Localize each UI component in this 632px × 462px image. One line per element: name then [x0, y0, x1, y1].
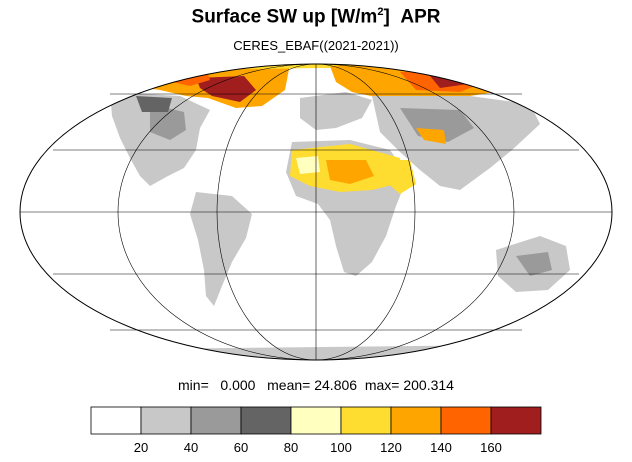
title-text: Surface SW up [W/m — [191, 6, 378, 28]
title-month: APR — [400, 6, 441, 28]
greenland-ice-core — [196, 76, 256, 102]
max-label: max= — [364, 377, 400, 393]
colorbar-box — [140, 406, 192, 435]
colorbar-tick-label: 160 — [480, 440, 502, 455]
north-america — [110, 92, 210, 186]
colorbar-tick-label: 40 — [184, 440, 198, 455]
globe-outline — [19, 63, 613, 361]
map-title: Surface SW up [W/m2] APR — [0, 6, 632, 28]
colorbar-tick-label: 60 — [234, 440, 248, 455]
colorbar-tick-label: 140 — [430, 440, 452, 455]
colorbar-boxes — [90, 406, 542, 435]
map-subtitle: CERES_EBAF((2021-2021)) — [233, 38, 399, 53]
europe — [300, 92, 372, 130]
south-america — [190, 192, 252, 306]
colorbar-box — [190, 406, 242, 435]
min-label: min= — [178, 377, 209, 393]
title-superscript: 2 — [377, 6, 384, 18]
colorbar-box — [340, 406, 392, 435]
colorbar-box — [240, 406, 292, 435]
himalaya — [416, 128, 446, 144]
colorbar-labels: 20 40 60 80 100 120 140 160 — [134, 440, 502, 455]
australia-dark — [516, 252, 552, 276]
arabia — [384, 160, 416, 194]
sahara-light — [296, 156, 320, 174]
colorbar-box — [290, 406, 342, 435]
colorbar-box — [390, 406, 442, 435]
title-bracket: ] — [383, 6, 390, 28]
canada-dark — [136, 96, 172, 112]
colorbar-tick-label: 20 — [134, 440, 148, 455]
min-value: 0.000 — [220, 377, 256, 393]
asia-dark — [400, 108, 474, 142]
sahara-core — [326, 160, 374, 184]
north-america-dark — [150, 104, 186, 140]
colorbar-box — [440, 406, 492, 435]
colorbar-box — [90, 406, 142, 435]
colorbar-tick-label: 120 — [380, 440, 402, 455]
mean-label: mean= — [267, 377, 311, 393]
max-value: 200.314 — [403, 377, 454, 393]
mean-value: 24.806 — [314, 377, 358, 393]
colorbar-tick-label: 80 — [284, 440, 298, 455]
stats-line: min= 0.000 mean= 24.806 max= 200.314 — [0, 377, 632, 393]
colorbar-tick-label: 100 — [330, 440, 352, 455]
colorbar-box — [490, 406, 542, 435]
graticule — [20, 63, 612, 361]
